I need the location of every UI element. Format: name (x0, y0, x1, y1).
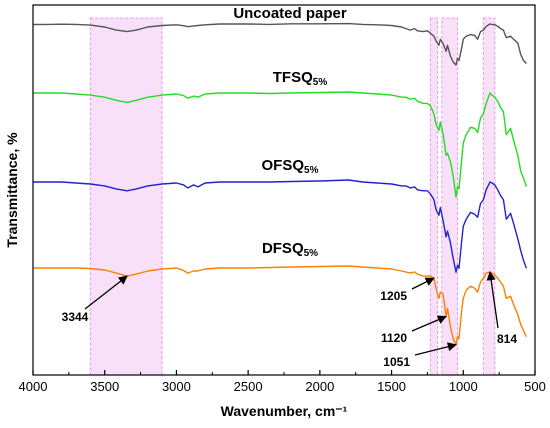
series-label-uncoated-paper: Uncoated paper (233, 5, 347, 22)
x-tick-label-1500: 1500 (377, 379, 406, 394)
annotation-label-1120: 1120 (381, 331, 407, 345)
highlight-band-3 (482, 17, 496, 376)
x-axis-ticks: 4000 3500 3000 2500 2000 1500 1000 500 (19, 370, 546, 394)
annotation-arrow-1205 (411, 277, 435, 290)
series-line-ofsq (33, 179, 528, 273)
series-label-ofsq: OFSQ5% (262, 157, 319, 176)
annotation-label-1205: 1205 (380, 289, 407, 303)
annotation-label-3344: 3344 (62, 310, 89, 324)
series-line-tfsq (33, 91, 528, 198)
series-label-tfsq: TFSQ5% (273, 69, 328, 88)
annotation-arrow-1051 (414, 342, 457, 356)
series-labels: Uncoated paper TFSQ5% OFSQ5% DFSQ5% (233, 5, 347, 259)
annotation-label-1051: 1051 (383, 355, 410, 369)
y-axis-title: Transmittance, % (4, 132, 20, 248)
highlight-bands (89, 17, 496, 376)
series-line-uncoated-paper (32, 22, 527, 66)
series-label-dfsq: DFSQ5% (262, 240, 318, 259)
x-tick-label-2000: 2000 (305, 379, 334, 394)
x-tick-label-1000: 1000 (449, 379, 478, 394)
highlight-band-0 (89, 17, 163, 376)
x-tick-label-4000: 4000 (19, 379, 48, 394)
x-tick-label-3500: 3500 (90, 379, 119, 394)
x-tick-label-500: 500 (524, 379, 546, 394)
x-tick-label-3000: 3000 (162, 379, 191, 394)
annotation-arrow-3344 (84, 275, 128, 310)
x-axis-title: Wavenumber, cm⁻¹ (221, 403, 348, 419)
annotation-arrow-1120 (411, 315, 447, 332)
annotation-arrow-814 (486, 271, 499, 329)
annotation-label-814: 814 (497, 332, 517, 346)
x-tick-label-2500: 2500 (234, 379, 263, 394)
peak-annotations: 3344 1205 1120 1051 814 (62, 271, 517, 369)
